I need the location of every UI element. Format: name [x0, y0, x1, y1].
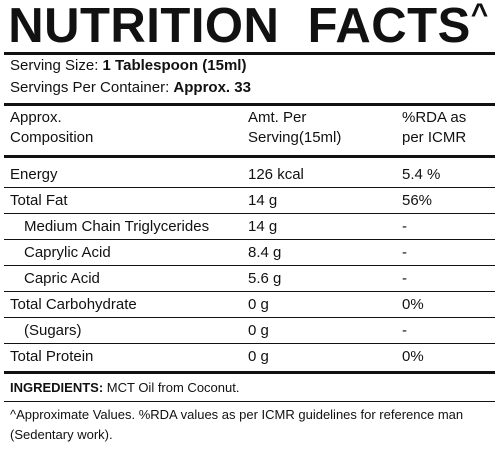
row-amount: 0 g: [248, 322, 269, 339]
row-divider: [4, 187, 495, 188]
title-approx-mark: ^: [470, 0, 489, 31]
footnote: ^Approximate Values. %RDA values as per …: [10, 407, 464, 442]
table-row: Total Carbohydrate 0 g 0%: [2, 292, 495, 316]
row-amount: 14 g: [248, 218, 278, 235]
table-row: Total Fat 14 g 56%: [2, 188, 495, 212]
table-row: Total Protein 0 g 0%: [2, 344, 495, 368]
nutrition-facts-panel: NUTRITION FACTS^ Serving Size: 1 Tablesp…: [2, 0, 495, 445]
ingredients: INGREDIENTS: MCT Oil from Coconut.: [10, 378, 490, 398]
row-divider: [4, 343, 495, 344]
row-rda: 0%: [402, 296, 424, 313]
servings-per-container-value: Approx. 33: [173, 79, 251, 96]
ingredients-label: INGREDIENTS:: [10, 380, 104, 395]
row-name: Total Fat: [10, 192, 68, 209]
header-rule-bottom: [4, 155, 495, 158]
row-divider: [4, 317, 495, 318]
row-name: Total Protein: [10, 348, 94, 365]
header-rule-top: [4, 103, 495, 106]
row-rda: -: [402, 322, 407, 339]
row-name: (Sugars): [24, 322, 82, 339]
row-name: Caprylic Acid: [24, 244, 111, 261]
row-amount: 0 g: [248, 348, 269, 365]
row-divider: [4, 291, 495, 292]
row-divider: [4, 213, 495, 214]
row-amount: 126 kcal: [248, 166, 304, 183]
row-name: Energy: [10, 166, 58, 183]
row-divider: [4, 239, 495, 240]
column-header-amount: Amt. Per Serving(15ml): [248, 109, 342, 146]
table-row: Caprylic Acid 8.4 g -: [2, 240, 495, 264]
table-row: Capric Acid 5.6 g -: [2, 266, 495, 290]
serving-size: Serving Size: 1 Tablespoon (15ml): [10, 57, 247, 74]
row-rda: -: [402, 218, 407, 235]
row-divider: [4, 265, 495, 266]
panel-title: NUTRITION FACTS^: [2, 0, 495, 53]
row-rda: -: [402, 244, 407, 261]
table-row: Energy 126 kcal 5.4 %: [2, 162, 495, 186]
column-header-composition: Approx. Composition: [10, 109, 94, 146]
row-rda: -: [402, 270, 407, 287]
row-name: Medium Chain Triglycerides: [24, 218, 210, 235]
row-rda: 0%: [402, 348, 424, 365]
table-row: Medium Chain Triglycerides 14 g -: [2, 214, 495, 238]
row-amount: 0 g: [248, 296, 269, 313]
table-row: (Sugars) 0 g -: [2, 318, 495, 342]
column-header-rda: %RDA as per ICMR: [402, 109, 467, 146]
title-rule: [4, 52, 495, 55]
row-rda: 56%: [402, 192, 433, 209]
servings-per-container: Servings Per Container: Approx. 33: [10, 79, 251, 96]
row-amount: 8.4 g: [248, 244, 282, 261]
ingredients-text: MCT Oil from Coconut.: [103, 380, 240, 395]
title-text: NUTRITION FACTS: [8, 0, 471, 53]
row-amount: 5.6 g: [248, 270, 282, 287]
row-name: Capric Acid: [24, 270, 100, 287]
table-bottom-rule: [4, 371, 495, 374]
ingredients-rule: [4, 401, 495, 402]
row-rda: 5.4 %: [402, 166, 441, 183]
serving-size-value: 1 Tablespoon (15ml): [102, 57, 247, 74]
row-name: Total Carbohydrate: [10, 296, 137, 313]
row-amount: 14 g: [248, 192, 278, 209]
